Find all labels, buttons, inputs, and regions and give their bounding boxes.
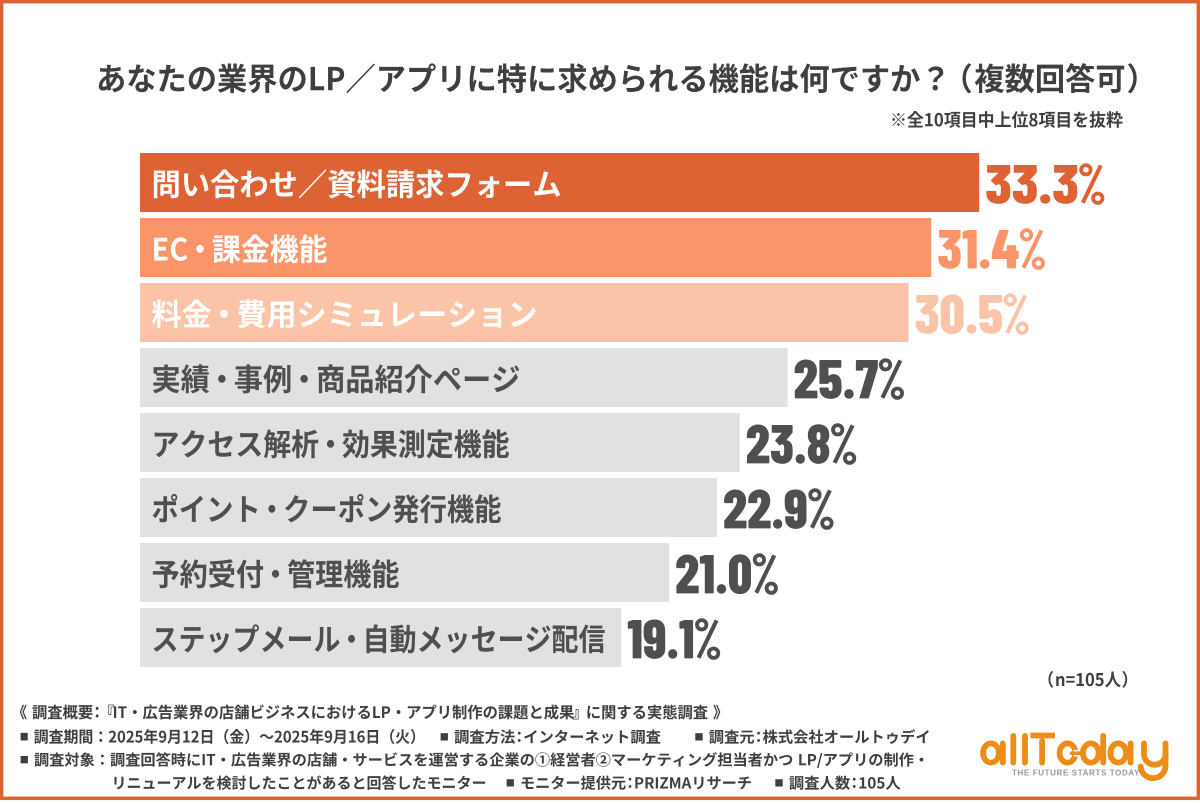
svg-text:THE FUTURE STARTS TODAY: THE FUTURE STARTS TODAY [1012, 769, 1140, 778]
